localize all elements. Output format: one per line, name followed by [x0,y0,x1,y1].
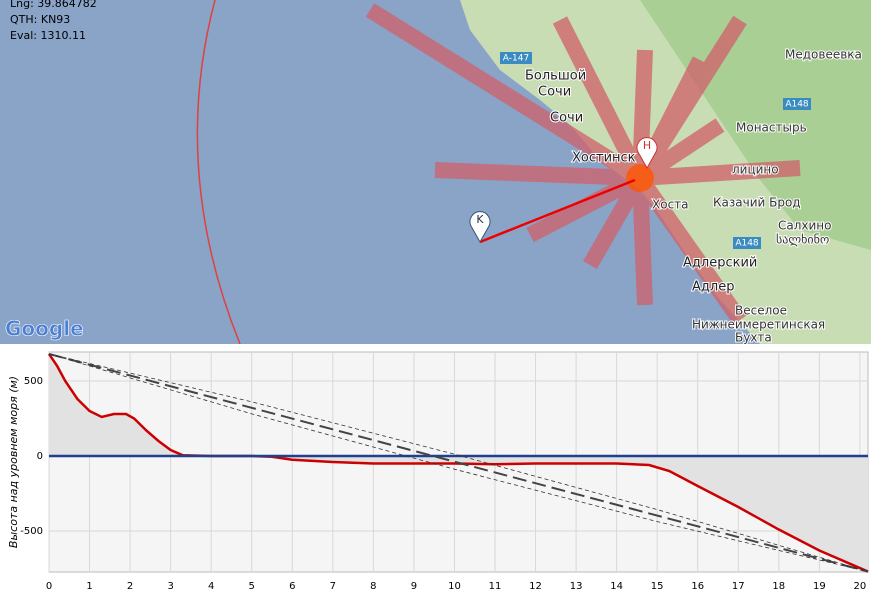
place-label: Монастырь [736,121,807,135]
info-line: Eval: 1310.11 [10,29,86,42]
road-sign [783,98,811,110]
y-tick-label: 0 [37,451,43,462]
elevation-chart: Высота над уровнем моря (м) 0 1 2 3 4 5 6 7 8 9 10… [7,351,869,592]
profile-line [48,353,869,572]
place-label: Большой [525,69,586,84]
x-tick-label: 20 [854,581,867,592]
y-axis-label: Высота над уровнем моря (м) [7,376,20,548]
place-label: სალხინო [776,233,829,247]
place-label: Хоста [652,198,689,212]
logo: Google [5,317,84,341]
x-tick-label: 5 [249,581,255,592]
profile-line [48,353,869,572]
x-tick-label: 2 [127,581,133,592]
x-tick-label: 10 [448,581,461,592]
place-label: лицино [732,163,779,177]
path-line [479,178,636,244]
x-tick-label: 0 [46,581,52,592]
place-label: Бухта [735,331,772,345]
marker-label: H [643,139,651,152]
place-label: Хостинск [572,151,636,166]
x-tick-label: 16 [691,581,704,592]
road-label: A148 [785,100,809,110]
map[interactable]: H K Lng: 39.864782 QTH: KN93 Eval: 1310.… [0,0,871,344]
x-tick-label: 12 [529,581,542,592]
x-tick-label: 8 [370,581,376,592]
profile-line [47,353,869,573]
place-label: Веселое [735,304,787,318]
x-tick-label: 1 [86,581,92,592]
x-tick-label: 6 [289,581,295,592]
profile-line [48,352,869,573]
place-label: Сочи [550,111,583,126]
place-label: Салхино [778,219,832,233]
range-circle [196,0,241,344]
marker[interactable]: H [636,137,658,170]
road-sign [500,52,532,64]
x-tick-label: 11 [489,581,502,592]
x-tick-label: 17 [732,581,745,592]
cluster [626,164,654,192]
place-label: Сочи [538,85,571,100]
place-label: Медовеевка [785,48,862,62]
x-tick-label: 19 [813,581,826,592]
place-label: Адлер [692,280,734,295]
x-tick-label: 14 [610,581,623,592]
marker-label: K [476,213,484,226]
road-label: A148 [735,239,759,249]
info-line: Lng: 39.864782 [10,0,97,10]
x-tick-label: 18 [772,581,785,592]
x-tick-label: 3 [167,581,173,592]
x-tick-label: 7 [330,581,336,592]
info-line: QTH: KN93 [10,13,70,26]
road-label: A-147 [503,54,529,64]
place-label: Нижнеимеретинская [692,318,825,332]
road-sign [733,237,761,249]
x-tick-label: 13 [570,581,583,592]
x-tick-label: 15 [651,581,664,592]
x-tick-label: 4 [208,581,214,592]
x-tick-label: 9 [411,581,417,592]
y-tick-label: 500 [24,376,43,387]
marker[interactable]: K [469,211,491,244]
place-label: Казачий Брод [713,196,801,210]
y-tick-label: -500 [20,526,43,537]
place-label: Адлерский [683,256,757,271]
